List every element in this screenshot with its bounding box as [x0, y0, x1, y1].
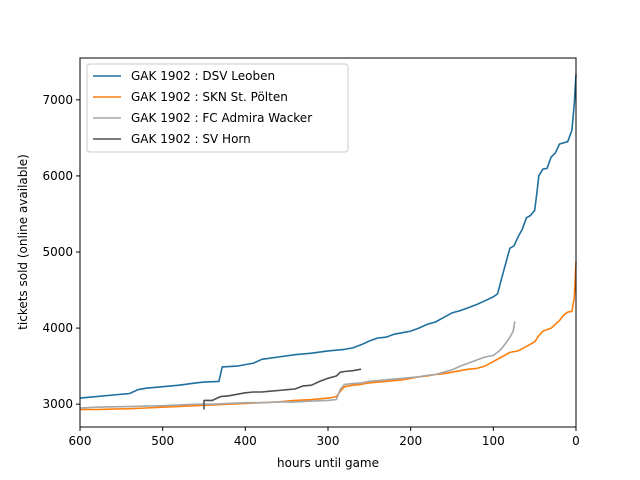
- x-tick-label: 300: [317, 434, 340, 448]
- x-tick-label: 200: [399, 434, 422, 448]
- y-axis: 3000 4000 5000 6000 7000: [42, 93, 80, 411]
- legend-label-1: GAK 1902 : SKN St. Pölten: [131, 90, 288, 104]
- x-axis-label: hours until game: [277, 456, 379, 470]
- x-tick-label: 600: [69, 434, 92, 448]
- series-layer: [79, 74, 577, 411]
- x-tick-label: 100: [482, 434, 505, 448]
- legend-box: [86, 63, 349, 153]
- y-axis-label: tickets sold (online available): [16, 154, 30, 330]
- y-tick-label: 4000: [42, 321, 73, 335]
- series-line-3: [203, 368, 362, 410]
- x-tick-label: 400: [234, 434, 257, 448]
- y-tick-label: 7000: [42, 93, 73, 107]
- legend: GAK 1902 : DSV Leoben GAK 1902 : SKN St. …: [86, 63, 349, 153]
- y-tick-label: 5000: [42, 245, 73, 259]
- x-axis: 600 500 400 300 200 100 0: [69, 427, 580, 448]
- y-tick-label: 6000: [42, 169, 73, 183]
- legend-label-0: GAK 1902 : DSV Leoben: [131, 69, 275, 83]
- x-tick-label: 0: [572, 434, 580, 448]
- series-line-2: [79, 321, 516, 409]
- series-line-0: [79, 74, 577, 399]
- x-tick-label: 500: [151, 434, 174, 448]
- legend-label-3: GAK 1902 : SV Horn: [131, 132, 251, 146]
- legend-label-2: GAK 1902 : FC Admira Wacker: [131, 111, 312, 125]
- y-tick-label: 3000: [42, 397, 73, 411]
